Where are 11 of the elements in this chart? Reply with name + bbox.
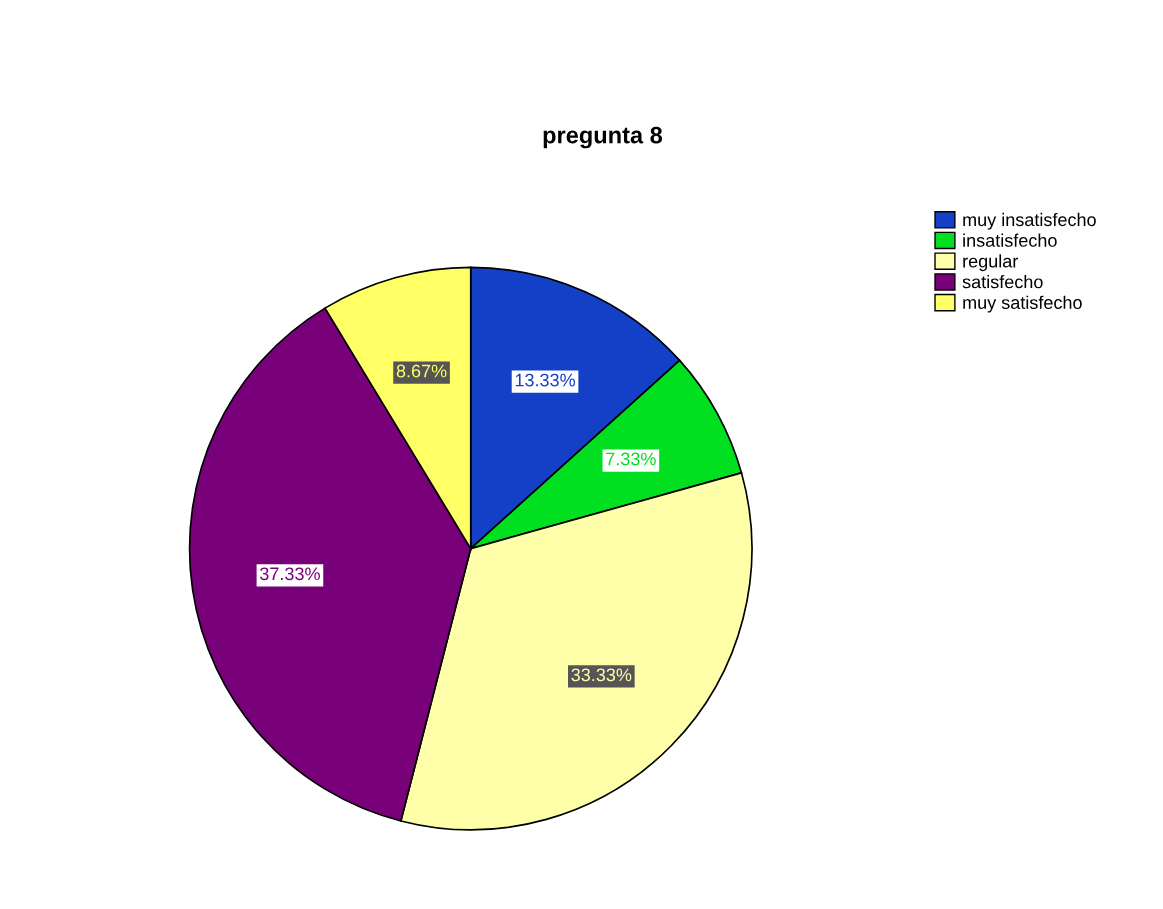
legend-label: satisfecho [962, 275, 1043, 289]
data-label: 8.67% [396, 364, 447, 378]
data-label: 37.33% [260, 567, 320, 581]
legend-label: muy satisfecho [963, 295, 1082, 313]
legend-label: muy insatisfecho [963, 212, 1096, 230]
legend-label: regular [963, 254, 1019, 272]
data-label: 13.33% [515, 373, 576, 387]
data-label: 33.33% [571, 668, 632, 682]
legend-label: insatisfecho [963, 233, 1057, 247]
data-label: 7.33% [606, 452, 656, 466]
chart-title: pregunta 8 [543, 126, 663, 149]
